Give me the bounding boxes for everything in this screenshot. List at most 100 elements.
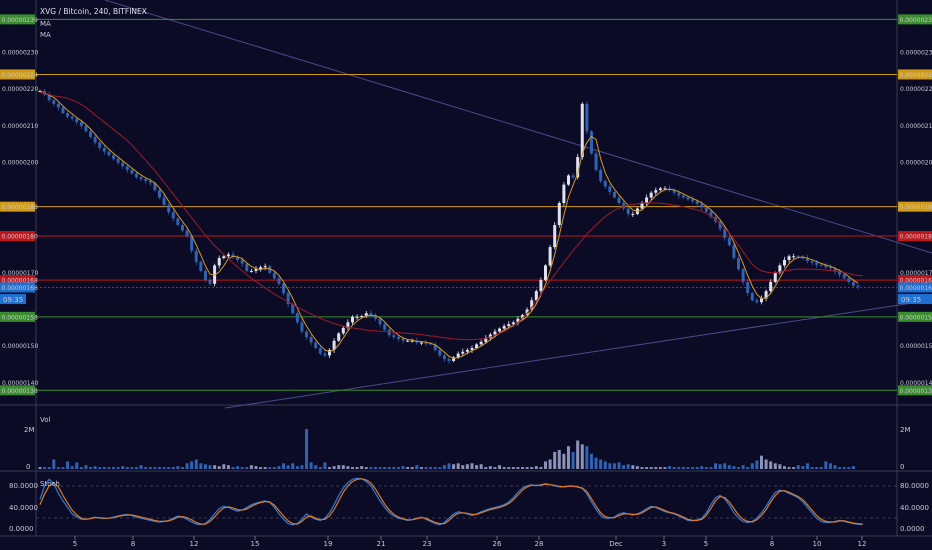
volume-bar [741, 465, 745, 469]
candle-body [153, 182, 157, 191]
candle-body [465, 349, 469, 352]
candle-body [323, 353, 327, 356]
level-label: 0.00000158 [2, 314, 38, 321]
candle-body [116, 158, 120, 163]
candle-body [622, 203, 626, 209]
volume-bar [144, 467, 148, 469]
level-label: 0.00000138 [900, 388, 932, 395]
volume-bar [838, 467, 842, 469]
candle-body [663, 188, 667, 190]
volume-bar [539, 467, 543, 469]
level-label: 0.00000168 [2, 278, 38, 285]
volume-bar [318, 467, 322, 469]
volume-bar [236, 466, 240, 469]
volume-bar [530, 467, 534, 469]
x-tick-label: Dec [609, 540, 623, 548]
volume-bar [231, 467, 235, 469]
volume-bar [723, 463, 727, 469]
volume-bar [502, 467, 506, 469]
volume-bar [640, 467, 644, 469]
volume-bar [704, 467, 708, 469]
candle-body [419, 342, 423, 344]
volume-bar [43, 467, 47, 469]
volume-bar [107, 467, 111, 469]
candle-body [350, 316, 354, 323]
time-badge-right [898, 294, 932, 304]
volume-bar [222, 464, 226, 469]
candle-body [130, 169, 134, 174]
volume-bar [213, 465, 217, 469]
candle-body [180, 225, 184, 231]
volume-bar [755, 460, 759, 469]
volume-bar [102, 467, 106, 469]
volume-bar [153, 467, 157, 469]
volume-bars [38, 429, 855, 469]
candle-body [847, 278, 851, 282]
volume-bar [112, 467, 116, 469]
volume-bar [534, 466, 538, 469]
volume-bar [718, 464, 722, 469]
candle-body [594, 153, 598, 170]
candle-body [750, 292, 754, 301]
candle-body [810, 261, 814, 263]
candle-body [617, 197, 621, 203]
volume-bar [323, 462, 327, 469]
candle-body [475, 344, 479, 349]
candle-body [429, 343, 433, 345]
level-label: 0.00000158 [900, 314, 932, 321]
candle-body [452, 357, 456, 361]
level-label-box [0, 14, 35, 25]
candle-body [695, 201, 699, 204]
volume-bar [447, 463, 451, 469]
volume-bar [681, 467, 685, 469]
candle-body [658, 188, 662, 191]
volume-bar [553, 451, 557, 469]
x-tick-label: 12 [858, 540, 867, 548]
volume-bar [89, 467, 93, 469]
candle-body [631, 214, 635, 216]
candle-body [56, 103, 60, 108]
volume-bar [185, 463, 189, 469]
level-label-box [898, 14, 932, 25]
candle-body [245, 263, 249, 271]
candle-body [277, 278, 281, 284]
x-tick-label: 23 [423, 540, 432, 548]
volume-bar [387, 467, 391, 469]
candle-body [704, 207, 708, 212]
level-label: 0.00000239 [2, 17, 38, 24]
candle-body [603, 180, 607, 187]
volume-bar [654, 467, 658, 469]
volume-bar [714, 463, 718, 469]
candle-body [672, 190, 676, 193]
y-tick-label: 0.00000140 [2, 380, 38, 387]
candle-body [544, 265, 548, 281]
stoch-d-line [39, 478, 863, 525]
volume-bar [208, 465, 212, 469]
y-tick-label: 0.00000220 [2, 86, 38, 93]
candle-body [805, 258, 809, 262]
candle-body [649, 192, 653, 198]
candle-body [612, 191, 616, 198]
y-tick-label: 0.00000140 [900, 380, 932, 387]
volume-bar [429, 467, 433, 469]
candle-body [268, 266, 272, 273]
candle-body [231, 254, 235, 257]
candle-body [433, 344, 437, 350]
volume-bar [148, 467, 152, 469]
volume-bar [851, 466, 855, 469]
candle-body [93, 136, 97, 143]
candle-body [737, 258, 741, 270]
level-label: 0.00000180 [2, 234, 38, 241]
volume-bar [286, 465, 290, 469]
level-label-box [898, 385, 932, 396]
volume-bar [782, 466, 786, 469]
candle-body [291, 304, 295, 314]
candle-body [778, 265, 782, 273]
candle-body [396, 337, 400, 339]
volume-bar [438, 467, 442, 469]
volume-bar [709, 467, 713, 469]
y-tick-label: 0.00000150 [2, 343, 38, 350]
volume-bar [773, 463, 777, 469]
candle-body [401, 338, 405, 341]
